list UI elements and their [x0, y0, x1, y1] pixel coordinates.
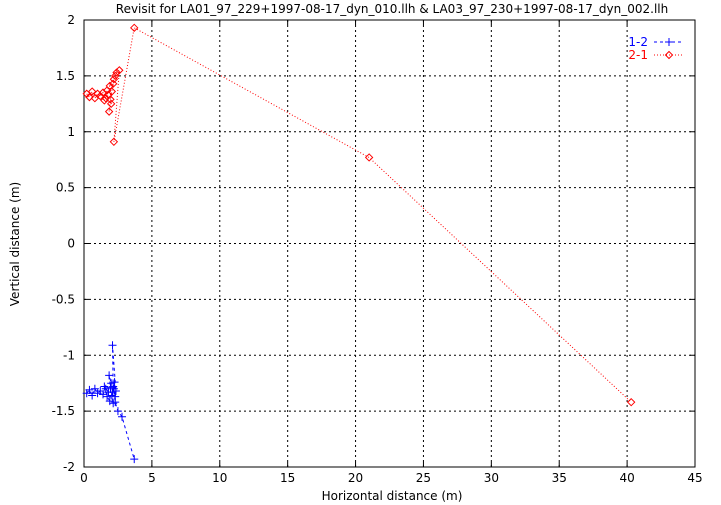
x-axis-title: Horizontal distance (m)	[322, 489, 463, 503]
y-axis-title: Vertical distance (m)	[8, 182, 22, 306]
legend-label: 2-1	[628, 48, 648, 62]
y-tick-label: -1.5	[52, 404, 75, 418]
x-tick-label: 35	[552, 471, 567, 485]
y-tick-label: 0.5	[56, 181, 75, 195]
data-point	[85, 92, 94, 102]
legend-label: 1-2	[628, 35, 648, 49]
series-layer	[82, 23, 636, 464]
data-point	[100, 382, 109, 391]
series-line	[86, 27, 632, 403]
y-tick-label: 2	[67, 13, 75, 27]
data-point	[109, 382, 118, 391]
data-point	[90, 384, 99, 393]
data-point	[664, 50, 674, 60]
data-point	[109, 399, 118, 408]
y-tick-label: 1.5	[56, 69, 75, 83]
y-tick-label: -2	[63, 460, 75, 474]
y-tick-label: -0.5	[52, 292, 75, 306]
x-tick-label: 45	[687, 471, 702, 485]
data-point	[107, 379, 116, 388]
data-point	[364, 153, 374, 162]
data-point	[96, 91, 105, 101]
axis-ticks: 0 5 10 15 20 25 30 35 40 45 -2 -1.5 -1 -0.5 0 0.5 1 1.5 2	[52, 13, 703, 485]
grid	[84, 20, 695, 467]
data-point	[115, 66, 124, 75]
data-point	[111, 387, 120, 396]
x-tick-label: 15	[280, 471, 295, 485]
data-point	[626, 397, 636, 407]
legend: 1-22-1	[628, 35, 684, 62]
data-point	[107, 87, 117, 96]
data-point	[113, 407, 122, 416]
data-point	[108, 79, 118, 88]
x-tick-label: 40	[619, 471, 634, 485]
x-tick-label: 25	[416, 471, 431, 485]
x-tick-label: 10	[212, 471, 227, 485]
data-point	[106, 99, 116, 109]
y-tick-label: 0	[67, 237, 75, 251]
data-point	[112, 68, 121, 77]
data-point	[105, 371, 114, 380]
series-line	[86, 345, 135, 460]
data-point	[110, 378, 119, 387]
x-tick-label: 0	[80, 471, 88, 485]
data-point	[108, 341, 117, 350]
data-point	[99, 390, 108, 399]
data-point	[108, 388, 117, 397]
y-tick-label: -1	[63, 348, 75, 362]
data-point	[104, 107, 114, 116]
x-tick-label: 20	[348, 471, 363, 485]
data-point	[88, 391, 97, 400]
data-point	[106, 95, 115, 104]
data-point	[85, 385, 94, 394]
x-tick-label: 30	[484, 471, 499, 485]
series-1-2	[82, 341, 139, 464]
series-2-1	[82, 23, 636, 407]
data-point	[118, 412, 127, 421]
data-point	[107, 391, 116, 400]
chart-title: Revisit for LA01_97_229+1997-08-17_dyn_0…	[116, 2, 668, 16]
y-tick-label: 1	[67, 125, 75, 139]
x-tick-label: 5	[148, 471, 156, 485]
data-point	[109, 137, 119, 147]
data-point	[130, 455, 139, 464]
data-point	[130, 23, 139, 33]
data-point	[103, 392, 112, 401]
data-point	[111, 398, 120, 407]
data-point	[101, 94, 110, 103]
data-point	[87, 87, 97, 96]
data-point	[665, 38, 673, 46]
